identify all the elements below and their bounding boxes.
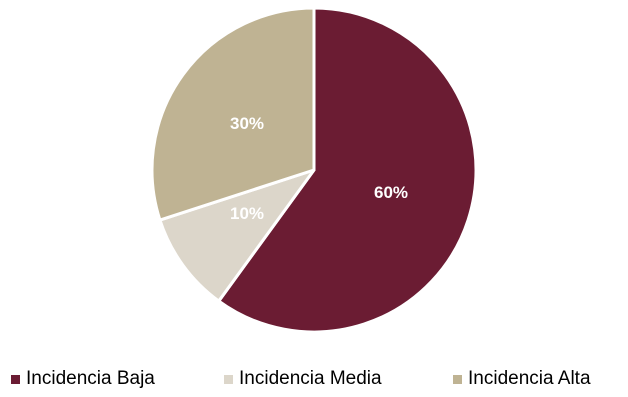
chart-legend: Incidencia Baja Incidencia Media Inciden… <box>0 368 628 394</box>
legend-item-incidencia-alta: Incidencia Alta <box>453 368 591 390</box>
pie-slices <box>150 6 478 334</box>
pie-slice-incidencia-media <box>158 168 316 303</box>
legend-label: Incidencia Media <box>239 368 382 389</box>
legend-label: Incidencia Baja <box>26 368 155 389</box>
legend-swatch-incidencia-alta <box>453 374 462 384</box>
pie-slice-incidencia-baja <box>217 6 478 334</box>
pie-data-label: 30% <box>230 114 264 133</box>
pie-labels: 60% 10% 30% <box>230 114 408 223</box>
legend-swatch-incidencia-media <box>224 374 233 384</box>
legend-swatch-incidencia-baja <box>11 374 20 384</box>
legend-label: Incidencia Alta <box>468 368 591 389</box>
legend-item-incidencia-media: Incidencia Media <box>224 368 382 390</box>
pie-data-label: 10% <box>230 204 264 223</box>
pie-slice-incidencia-alta <box>150 6 316 222</box>
pie-chart: 60% 10% 30% <box>150 6 478 334</box>
legend-item-incidencia-baja: Incidencia Baja <box>11 368 155 390</box>
pie-data-label: 60% <box>374 183 408 202</box>
